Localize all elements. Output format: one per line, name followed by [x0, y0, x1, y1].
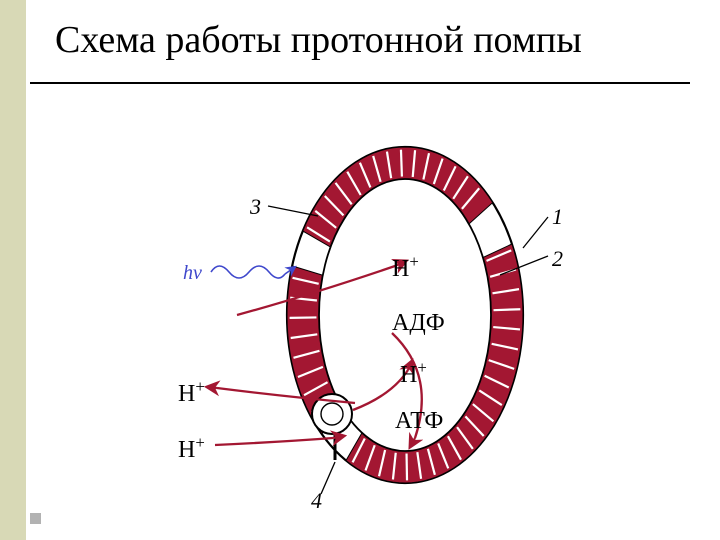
- left-accent-bar: [0, 0, 26, 540]
- diagram-svg: [145, 100, 575, 500]
- slide-title: Схема работы протонной помпы: [55, 18, 582, 62]
- hplus-atp-out: [353, 370, 408, 410]
- hplus-through-bottom: [215, 438, 333, 445]
- membrane-arc-2: [303, 147, 493, 247]
- leader-4: [321, 462, 335, 494]
- proton-pump-diagram: 1234hvH+H+H+H+АДФАТФ: [145, 100, 575, 500]
- leader-3: [268, 206, 318, 216]
- leader-1: [523, 217, 548, 248]
- bullet-square: [30, 513, 41, 524]
- slide: Схема работы протонной помпы 1234hvH+H+H…: [0, 0, 720, 540]
- photon-arrow: [211, 266, 285, 278]
- title-underline: [30, 82, 690, 84]
